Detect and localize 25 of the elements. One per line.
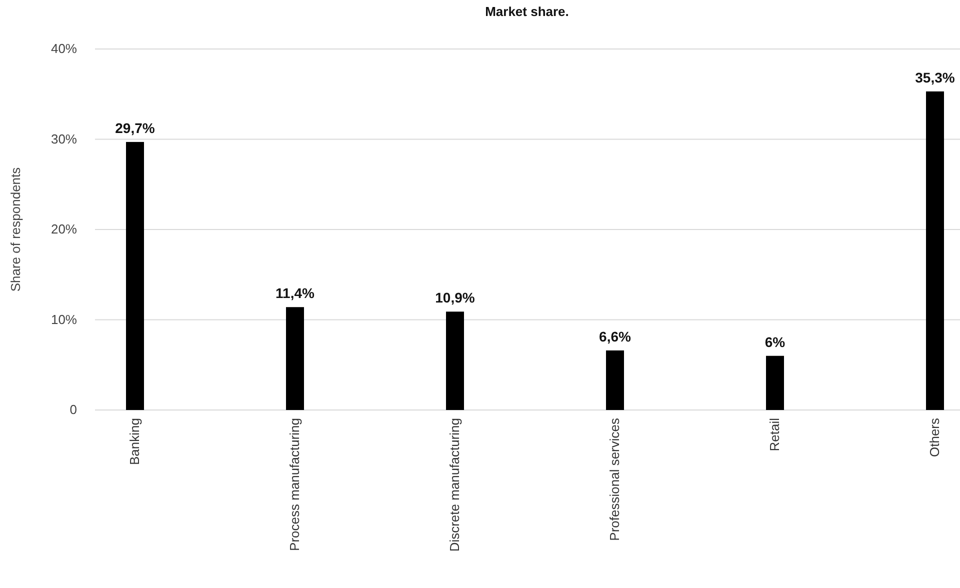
data-label: 6% <box>764 334 786 350</box>
bar <box>286 307 304 410</box>
x-tick-label: Professional services <box>607 418 622 541</box>
y-tick-label: 40% <box>50 41 78 56</box>
bar <box>766 356 784 410</box>
data-label: 10,9% <box>435 290 476 306</box>
chart-title: Market share. <box>485 4 569 19</box>
x-tick-label: Banking <box>127 418 142 465</box>
bar <box>606 350 624 410</box>
y-axis-title: Share of respondents <box>8 166 23 292</box>
data-label: 6,6% <box>599 328 632 344</box>
y-tick-label: 0 <box>70 402 77 418</box>
x-tick-label: Process manufacturing <box>287 418 302 551</box>
y-tick-label: 30% <box>50 131 78 146</box>
x-tick-label: Discrete manufacturing <box>447 418 462 552</box>
bar <box>126 142 144 410</box>
x-tick-label: Retail <box>767 418 782 452</box>
data-label: 11,4% <box>276 285 316 302</box>
y-tick-label: 10% <box>50 312 78 327</box>
data-label: 29,7% <box>115 120 156 136</box>
data-label: 35,3% <box>915 69 956 86</box>
bar <box>446 312 464 410</box>
x-tick-label: Others <box>927 418 942 458</box>
y-tick-label: 20% <box>50 222 78 237</box>
bar <box>926 91 944 410</box>
